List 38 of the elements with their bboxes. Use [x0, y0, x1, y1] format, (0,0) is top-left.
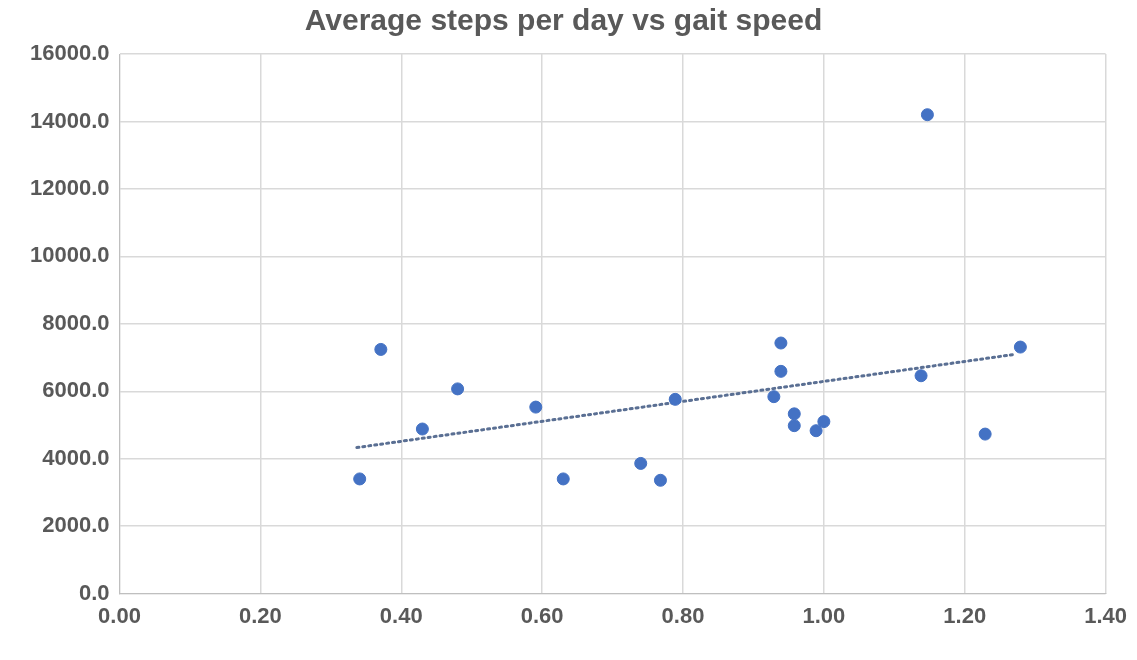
- x-tick-label: 0.80: [661, 602, 705, 628]
- point: [529, 400, 543, 414]
- y-tick-label: 6000.0: [42, 377, 110, 403]
- x-tick-label: 0.20: [238, 602, 282, 628]
- point: [767, 390, 781, 404]
- point: [787, 419, 801, 433]
- point: [920, 108, 934, 122]
- y-tick-label: 12000.0: [29, 174, 110, 200]
- x-tick-label: 1.40: [1084, 602, 1127, 628]
- point: [1013, 340, 1027, 354]
- point: [774, 336, 788, 350]
- point: [809, 424, 823, 438]
- point: [978, 427, 992, 441]
- point: [634, 456, 648, 470]
- x-tick-label: 0.40: [379, 602, 423, 628]
- point: [374, 342, 388, 356]
- x-tick-label: 1.00: [802, 602, 846, 628]
- y-tick-label: 16000.0: [29, 40, 110, 66]
- point: [556, 472, 570, 486]
- y-tick-label: 0.0: [78, 579, 110, 605]
- chart-title: Average steps per day vs gait speed: [304, 3, 823, 37]
- y-tick-label: 8000.0: [42, 309, 110, 335]
- x-tick-label: 0.00: [98, 602, 141, 628]
- point: [653, 473, 667, 487]
- point: [451, 382, 465, 396]
- y-tick-label: 10000.0: [29, 242, 110, 268]
- point: [787, 407, 801, 421]
- point: [914, 369, 928, 383]
- point: [774, 364, 788, 378]
- x-tick-label: 0.60: [520, 602, 564, 628]
- y-tick-label: 4000.0: [42, 444, 110, 470]
- point: [415, 422, 429, 436]
- point: [817, 415, 831, 429]
- x-tick-label: 1.20: [943, 602, 987, 628]
- y-tick-label: 14000.0: [29, 107, 110, 133]
- point: [353, 472, 367, 486]
- y-tick-label: 2000.0: [42, 512, 110, 538]
- point: [668, 392, 682, 406]
